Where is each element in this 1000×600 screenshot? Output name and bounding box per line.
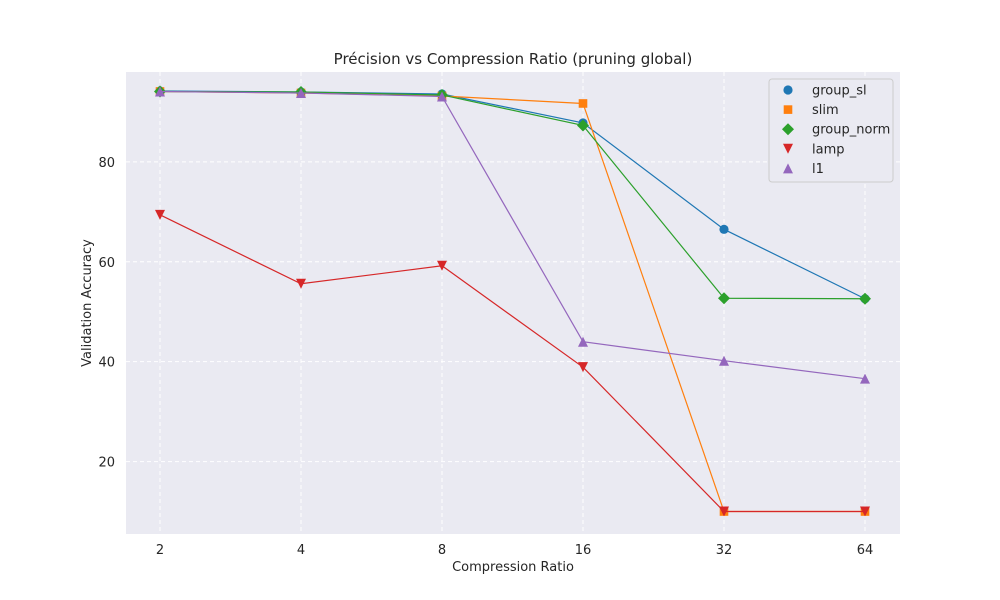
- x-tick-label: 4: [297, 543, 305, 558]
- legend-label: slim: [812, 103, 839, 118]
- legend-item: lamp: [783, 142, 845, 157]
- y-tick-label: 80: [98, 156, 115, 171]
- data-point: [860, 373, 870, 384]
- y-tick-label: 40: [98, 356, 115, 371]
- series-line: [159, 214, 865, 513]
- legend-item: slim: [783, 103, 839, 118]
- legend-item: group_sl: [783, 84, 867, 99]
- x-axis-label: Compression Ratio: [452, 560, 574, 575]
- data-point: [719, 506, 729, 517]
- data-point: [437, 260, 447, 271]
- legend-marker: [783, 85, 793, 95]
- data-point: [719, 355, 729, 366]
- legend-marker: [783, 143, 793, 154]
- legend-item: group_norm: [782, 123, 890, 138]
- data-point: [577, 119, 589, 132]
- legend-label: lamp: [812, 142, 845, 157]
- series-line: [159, 90, 866, 300]
- data-point: [719, 224, 729, 234]
- legend-item: l1: [783, 162, 824, 177]
- data-point: [578, 362, 588, 373]
- chart-title: Précision vs Compression Ratio (pruning …: [334, 50, 693, 68]
- series-l1: [155, 86, 870, 384]
- legend-label: group_sl: [812, 84, 867, 99]
- series-layer: [154, 85, 871, 517]
- data-point: [437, 91, 447, 102]
- legend-marker: [783, 163, 793, 174]
- legend-label: l1: [812, 162, 824, 177]
- data-point: [859, 292, 871, 305]
- series-line: [159, 90, 866, 380]
- x-tick-label: 32: [716, 543, 733, 558]
- x-ticks: 2 4 8 16 32 64: [156, 543, 873, 558]
- y-tick-label: 20: [98, 456, 115, 471]
- x-tick-label: 8: [438, 543, 446, 558]
- data-point: [155, 209, 165, 220]
- legend-label: group_norm: [812, 123, 890, 138]
- data-point: [155, 86, 165, 97]
- x-tick-label: 2: [156, 543, 164, 558]
- data-point: [860, 506, 870, 517]
- x-tick-label: 64: [857, 543, 874, 558]
- data-point: [578, 99, 588, 108]
- legend-box: [768, 78, 894, 183]
- data-point: [296, 87, 306, 98]
- x-tick-label: 16: [575, 543, 592, 558]
- y-ticks: 20 40 60 80: [98, 156, 115, 471]
- series-lamp: [155, 209, 870, 517]
- y-axis-label: Validation Accuracy: [80, 239, 95, 367]
- data-point: [718, 292, 730, 305]
- data-point: [296, 278, 306, 289]
- data-point: [578, 336, 588, 347]
- y-tick-label: 60: [98, 256, 115, 271]
- legend-marker: [782, 123, 794, 136]
- legend-marker: [783, 105, 793, 114]
